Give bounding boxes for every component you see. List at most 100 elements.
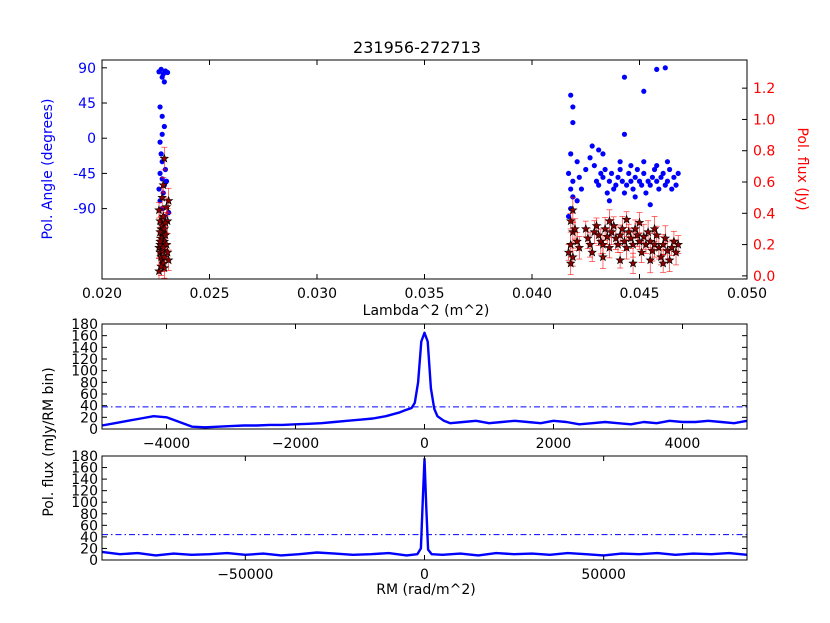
angle-point [157,170,163,177]
angle-point [664,159,671,165]
angle-point [619,178,625,184]
angle-point [600,174,606,180]
y-tick-label: 80 [80,507,98,523]
flux-star [671,247,681,257]
flux-star [638,231,649,241]
bottom-x-label: RM (rad/m^2) [376,582,475,598]
right-y-tick-label: 0.2 [753,238,775,254]
flux-star [606,227,617,237]
flux-star [626,233,636,243]
angle-point [654,178,660,184]
top-right-y-ticks: 0.0 0.2 0.4 0.6 0.8 1.0 1.2 [742,81,775,285]
angle-point [596,182,602,188]
angle-point [626,170,632,177]
angle-point [621,131,628,137]
angle-point [641,159,647,165]
right-y-tick-label: 0.6 [753,175,775,191]
angle-point [157,139,163,145]
shared-y-label: Pol. flux (mJy/RM bin) [41,367,57,516]
angle-point [578,186,585,192]
flux-star [656,252,666,262]
flux-star [580,223,591,234]
flux-star [158,211,169,221]
angle-point [591,162,597,169]
angle-point [606,178,613,184]
angle-point [587,155,593,161]
top-x-ticks: 0.020 0.025 0.030 0.035 0.040 0.045 0.050 [82,60,767,302]
angle-point [598,170,604,177]
flux-star [583,233,593,243]
flux-star [608,220,619,230]
angle-point [570,104,576,110]
flux-star [598,252,608,262]
flux-star [649,223,660,234]
angle-point [636,178,643,184]
flux-star [155,216,165,226]
flux-star [572,236,582,246]
flux-star [568,252,578,262]
flux-star [617,223,628,233]
x-tick-label: 0.025 [189,286,229,302]
y-tick-label: 160 [71,461,98,477]
angle-point [159,131,165,137]
y-tick-label: 180 [71,449,98,465]
y-tick-label: 40 [80,530,98,546]
angle-point [617,159,623,165]
angle-point [632,174,638,180]
y-tick-label: 0 [89,553,98,569]
angle-point [568,92,574,98]
angle-point [651,166,658,173]
flux-star [158,242,169,252]
flux-star [154,266,164,276]
flux-star [621,214,632,224]
y-tick-label: 20 [80,410,98,426]
right-y-tick-label: 0.4 [753,206,775,222]
flux-star [615,255,625,265]
x-tick-label: 0.045 [619,286,659,302]
angle-point [570,119,576,126]
top-left-y-ticks: -90 -45 0 45 90 [73,61,107,218]
flux-star [613,239,623,249]
top-right-y-label: Pol. flux (Jy) [794,127,810,210]
angle-point [568,151,574,157]
flux-star [673,239,684,249]
angle-point [613,182,619,188]
angle-point [664,178,671,184]
y-tick-label: 160 [71,329,98,345]
angle-point [159,74,165,80]
angle-point [621,190,628,196]
flux-star [156,261,166,271]
y-tick-label: 60 [80,518,98,534]
angle-point [608,170,615,177]
flux-star [159,252,170,262]
flux-star [568,205,578,215]
flux-star [604,216,615,226]
angle-point [667,166,673,173]
angle-point [604,190,610,196]
flux-star [565,239,576,249]
angle-point [596,147,602,153]
angle-point [649,174,656,180]
flux-star [660,233,671,243]
top-left-y-label: Pol. Angle (degrees) [40,99,56,240]
angle-point [583,166,589,173]
angle-point [600,151,606,157]
x-tick-label: 0.020 [82,286,122,302]
flux-star [159,153,170,163]
y-tick-label: 20 [80,541,98,557]
left-y-tick-label: 90 [78,61,96,77]
angle-point [628,178,634,184]
x-tick-label: −2000 [272,436,319,452]
flux-star [157,192,168,202]
flux-star [615,230,625,240]
flux-star [563,247,574,257]
y-tick-label: 100 [71,364,98,380]
angle-point [671,174,677,180]
angle-point [602,166,608,173]
angle-point [634,166,640,173]
flux-star [155,227,165,237]
flux-star [628,258,638,268]
flux-star [664,255,675,265]
